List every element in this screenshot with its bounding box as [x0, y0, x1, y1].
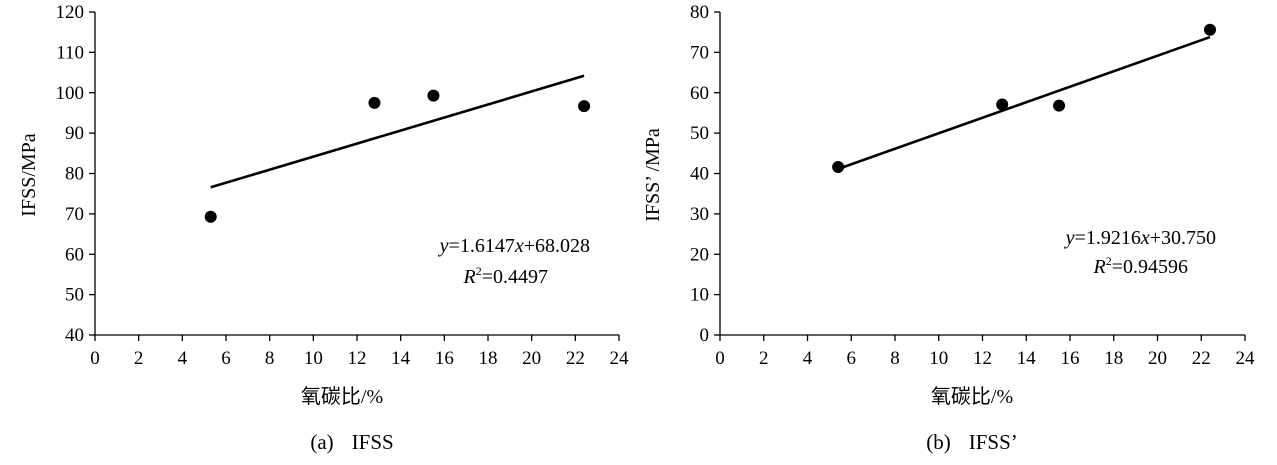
data-point-b	[996, 98, 1009, 111]
x-tick-label-a: 2	[134, 348, 144, 369]
x-tick-label-a: 20	[522, 348, 541, 369]
trendline-b	[835, 35, 1211, 171]
y-tick-label-a: 50	[65, 285, 84, 306]
x-tick-label-b: 24	[1236, 348, 1256, 369]
y-tick-label-b: 70	[690, 42, 709, 63]
trendline-segment-b	[835, 35, 1211, 171]
y-tick-label-a: 60	[65, 244, 84, 265]
x-tick-label-a: 18	[479, 348, 498, 369]
data-point-a	[204, 210, 217, 223]
y-tick-label-b: 30	[690, 204, 709, 225]
equation-label-b: y=1.9216x+30.750	[1064, 227, 1216, 249]
x-tick-label-a: 10	[304, 348, 323, 369]
x-tick-label-b: 22	[1192, 348, 1211, 369]
y-tick-label-a: 80	[65, 164, 84, 185]
x-tick-label-b: 14	[1017, 348, 1037, 369]
x-axis-title-a: 氧碳比/%	[301, 385, 383, 408]
y-tick-label-b: 50	[690, 123, 709, 144]
x-tick-label-a: 16	[435, 348, 454, 369]
y-tick-label-a: 90	[65, 123, 84, 144]
x-tick-label-a: 6	[221, 348, 231, 369]
x-axis-b: 0 2 4 6 8 10 12 14 16 18 20 22 24	[715, 334, 1256, 369]
r-squared-label-a: R2=0.4497	[463, 264, 549, 288]
trendline-a	[210, 74, 585, 189]
x-tick-label-a: 12	[348, 348, 367, 369]
y-tick-label-a: 40	[65, 325, 84, 346]
y-axis-title-b: IFSS’ /MPa	[642, 128, 664, 222]
x-tick-label-b: 2	[759, 348, 769, 369]
x-tick-label-a: 8	[265, 348, 275, 369]
x-tick-label-b: 6	[847, 348, 857, 369]
x-tick-label-b: 12	[973, 348, 992, 369]
y-tick-label-b: 20	[690, 244, 709, 265]
data-points-a	[204, 89, 591, 223]
y-tick-label-a: 70	[65, 204, 84, 225]
data-point-b	[832, 161, 845, 174]
x-tick-label-b: 0	[715, 348, 725, 369]
y-tick-label-a: 120	[56, 2, 85, 23]
x-axis-a: 0 2 4 6 8 10 12 14 16 18 20 22 24	[90, 334, 630, 369]
equation-label-a: y=1.6147x+68.028	[438, 235, 590, 257]
x-axis-title-b: 氧碳比/%	[931, 385, 1013, 408]
x-tick-label-b: 18	[1104, 348, 1123, 369]
data-point-a	[368, 96, 381, 109]
x-tick-label-b: 4	[803, 348, 813, 369]
y-tick-label-b: 80	[690, 2, 709, 23]
x-tick-label-a: 24	[610, 348, 630, 369]
x-tick-label-a: 4	[178, 348, 188, 369]
r-squared-label-b: R2=0.94596	[1093, 254, 1189, 278]
y-axis-title-a: IFSS/MPa	[18, 133, 40, 216]
x-tick-label-b: 10	[929, 348, 948, 369]
data-point-a	[578, 100, 591, 113]
trendline-segment-a	[210, 74, 585, 189]
y-tick-label-b: 40	[690, 164, 709, 185]
x-tick-label-a: 14	[391, 348, 411, 369]
data-point-b	[1053, 99, 1066, 112]
data-point-a	[427, 89, 440, 102]
x-tick-label-a: 0	[90, 348, 100, 369]
x-tick-label-b: 20	[1148, 348, 1167, 369]
y-tick-label-b: 60	[690, 83, 709, 104]
y-tick-label-a: 110	[56, 42, 84, 63]
y-tick-label-b: 10	[690, 285, 709, 306]
panel-caption-b: (b) IFSS’	[926, 430, 1018, 454]
y-axis-a: 40 50 60 70 80 90 100 110 120	[56, 2, 96, 346]
x-tick-label-b: 8	[890, 348, 900, 369]
x-tick-label-b: 16	[1061, 348, 1080, 369]
x-tick-label-a: 22	[566, 348, 585, 369]
data-points-b	[832, 23, 1216, 174]
y-tick-label-b: 0	[700, 325, 710, 346]
y-tick-label-a: 100	[56, 83, 85, 104]
panel-caption-a: (a) IFSS	[310, 430, 393, 454]
y-axis-b: 0 10 20 30 40 50 60 70 80	[690, 2, 721, 346]
data-point-b	[1204, 23, 1216, 36]
